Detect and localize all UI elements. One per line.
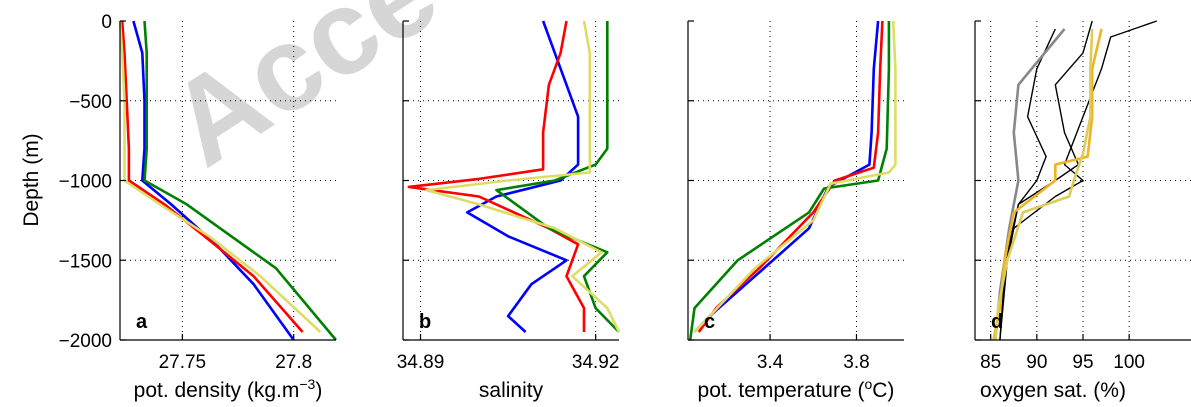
y-tick-label: −500: [69, 92, 112, 113]
panel-c: 3.4 3.8 c pot. temperature (oC): [687, 20, 904, 402]
series-line-5: [992, 28, 1103, 341]
x-axis-label-part: ): [315, 379, 322, 402]
panel-b: 34.89 34.92 b salinity: [397, 20, 621, 402]
series-group: [407, 20, 621, 333]
watermark: Acce: [146, 0, 460, 192]
y-tick-label: −1500: [59, 251, 112, 272]
series-line-6: [994, 28, 1094, 341]
series-line-2: [407, 20, 586, 332]
grid: [120, 21, 336, 340]
x-axis-label-part: pot. density (kg.m: [134, 379, 300, 402]
y-axis-label: Depth (m): [20, 133, 43, 226]
y-tick-label: 0: [101, 12, 112, 33]
x-tick-label: 85: [980, 352, 1001, 373]
x-axis-label-superscript: o: [864, 376, 872, 392]
panel-label: a: [136, 311, 148, 333]
x-axis-label-part: pot. temperature (: [698, 379, 865, 402]
x-axis-label-part: salinity: [479, 379, 544, 402]
panel-label: c: [704, 311, 715, 333]
y-tick-label: −1000: [59, 172, 112, 193]
panels: 27.75 27.8 0 −500 −1000 −1500 −2000 a pot. densi…: [59, 12, 1191, 402]
series-line-2: [697, 20, 884, 333]
x-tick-label: 3.4: [757, 352, 784, 373]
x-axis-label-superscript: −3: [299, 376, 315, 392]
x-tick-label: 34.92: [572, 352, 620, 373]
x-tick-label: 95: [1072, 352, 1093, 373]
series-group: [688, 20, 897, 341]
series-line-4: [693, 20, 897, 333]
x-tick-label: 34.89: [397, 352, 445, 373]
series-group: [992, 20, 1158, 341]
series-line-3: [143, 20, 337, 341]
series-line-4: [994, 28, 1066, 341]
x-tick-label: 3.8: [843, 352, 869, 373]
panel-d: 85 90 95 100 d oxygen sat. (%): [974, 20, 1191, 402]
series-line-1: [999, 20, 1158, 341]
x-axis-label: pot. density (kg.m−3): [134, 376, 323, 402]
x-axis-label: salinity: [479, 379, 544, 402]
series-line-4: [425, 20, 621, 333]
grid: [688, 21, 904, 340]
x-axis-label: oxygen sat. (%): [980, 379, 1126, 402]
series-line-3: [688, 21, 891, 341]
x-axis-label-part: oxygen sat. (%): [980, 379, 1126, 402]
series-line-3: [495, 21, 620, 333]
y-tick-label: −2000: [59, 331, 112, 352]
panel-a: 27.75 27.8 0 −500 −1000 −1500 −2000 a pot. densi…: [59, 12, 337, 402]
series-line-1: [465, 20, 580, 333]
x-tick-label: 100: [1113, 352, 1145, 373]
x-tick-label: 27.8: [275, 352, 312, 373]
x-axis-label-part: C): [872, 379, 894, 402]
series-line-1: [132, 20, 295, 341]
x-tick-label: 27.75: [159, 352, 207, 373]
panel-label: b: [419, 311, 431, 333]
series-line-2: [120, 20, 304, 333]
grid: [403, 21, 619, 340]
grid: [975, 21, 1191, 340]
x-tick-label: 90: [1026, 352, 1047, 373]
series-line-2: [994, 20, 1093, 341]
x-axis-label: pot. temperature (oC): [698, 376, 895, 402]
panel-label: d: [991, 311, 1003, 333]
